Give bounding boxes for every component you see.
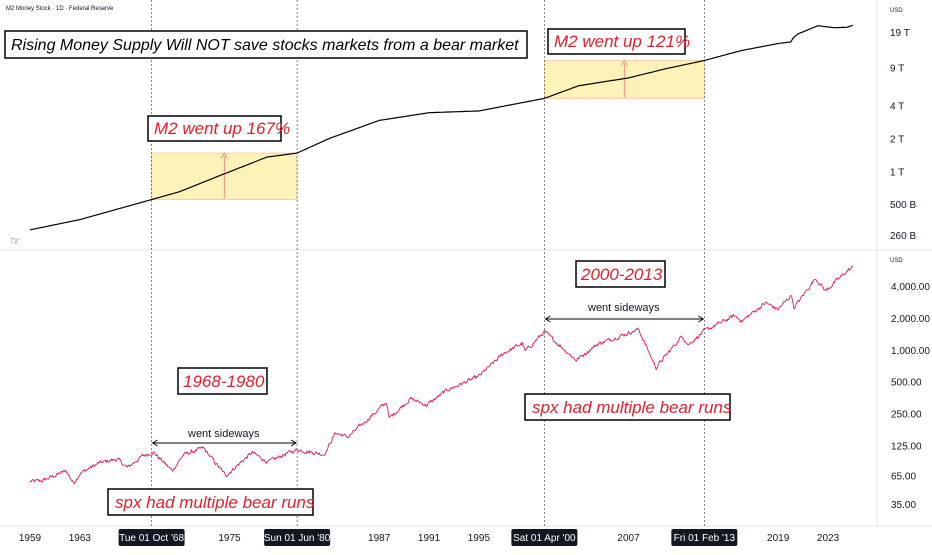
- m2-tick-label: 2 T: [890, 134, 904, 145]
- m2-tick-label: 1 T: [890, 167, 904, 178]
- m2-tick-label: 4 T: [890, 102, 904, 113]
- m2-series-line: [29, 24, 854, 231]
- time-tick-label: 2019: [767, 533, 790, 544]
- spx-tick-label: 125.00: [891, 441, 922, 452]
- date-pill-3: [511, 529, 578, 546]
- m2-arrow-head-1: [220, 152, 228, 159]
- price-axes[interactable]: USD 19 T 9 T 4 T 2 T 1 T 500 B 260 B USD 4,000.00…: [890, 8, 930, 511]
- spx-period-label-2: 2000-2013: [580, 265, 663, 284]
- m2-annotation-box-2: [547, 28, 686, 55]
- time-tick-label: 1959: [19, 533, 42, 544]
- time-tick-label: 1963: [69, 533, 92, 544]
- date-pill-label: Fri 01 Feb '13: [674, 533, 736, 544]
- m2-title-box: [4, 30, 528, 59]
- date-pill-4: [671, 529, 738, 546]
- spx-footer-label-2: spx had multiple bear runs: [532, 398, 732, 417]
- spx-footer-label-1: spx had multiple bear runs: [115, 493, 315, 512]
- m2-tick-label: 260 B: [890, 231, 916, 242]
- date-pill-label: Tue 01 Oct '68: [119, 533, 184, 544]
- m2-tick-label: 9 T: [890, 63, 904, 74]
- sideways-arrow-left-1: [151, 439, 158, 447]
- m2-annotation-label-1: M2 went up 167%: [154, 119, 290, 138]
- spx-unit-label: USD: [890, 258, 903, 264]
- spx-note-2: went sideways: [587, 302, 660, 314]
- time-tick-label: 2007: [617, 533, 640, 544]
- time-axis[interactable]: 1959 1963 1975 1987 1991 1995 2007 2019 2023 Tue …: [19, 529, 840, 546]
- sideways-arrow-right-1: [290, 439, 297, 447]
- highlight-boxes: [151, 59, 705, 200]
- spx-tick-label: 500.00: [891, 378, 922, 389]
- spx-period-label-1: 1968-1980: [183, 372, 265, 391]
- spx-series-line: [29, 265, 854, 485]
- date-pill-label: Sun 01 Jun '80: [264, 533, 331, 544]
- symbol-header[interactable]: M2 Money Stock · 1D · Federal Reserve: [6, 6, 114, 12]
- cursor-icon: ☞: [10, 234, 21, 248]
- spx-tick-label: 35.00: [891, 500, 916, 511]
- spx-footer-box-1: [107, 488, 314, 516]
- sideways-arrow-left-2: [544, 315, 551, 323]
- m2-tick-label: 19 T: [890, 28, 910, 39]
- spx-footer-box-2: [524, 393, 731, 421]
- time-tick-label: 1987: [368, 533, 391, 544]
- time-tick-label: 1975: [218, 533, 241, 544]
- date-pill-2: [264, 529, 331, 546]
- spx-tick-label: 1,000.00: [891, 346, 930, 357]
- m2-tick-label: 500 B: [890, 200, 916, 211]
- spx-period-box-2: [575, 260, 666, 288]
- spx-pane[interactable]: [29, 265, 854, 485]
- date-pill-label: Sat 01 Apr '00: [513, 533, 576, 544]
- time-tick-label: 2023: [817, 533, 840, 544]
- spx-tick-label: 65.00: [891, 472, 916, 483]
- spx-tick-label: 2,000.00: [891, 314, 930, 325]
- time-tick-label: 1991: [418, 533, 441, 544]
- sideways-arrow-right-2: [698, 315, 705, 323]
- spx-note-1: went sideways: [187, 428, 260, 440]
- spx-tick-label: 250.00: [891, 410, 922, 421]
- m2-annotation-box-1: [147, 115, 282, 142]
- time-tick-label: 1995: [468, 533, 491, 544]
- m2-unit-label: USD: [890, 8, 903, 14]
- spx-tick-label: 4,000.00: [891, 282, 930, 293]
- m2-annotation-label-2: M2 went up 121%: [554, 32, 690, 51]
- date-pill-1: [118, 529, 185, 546]
- m2-arrow-head-2: [620, 59, 628, 66]
- spx-period-box-1: [177, 367, 268, 395]
- m2-pane[interactable]: [29, 24, 854, 231]
- m2-title: Rising Money Supply Will NOT save stocks…: [11, 37, 519, 54]
